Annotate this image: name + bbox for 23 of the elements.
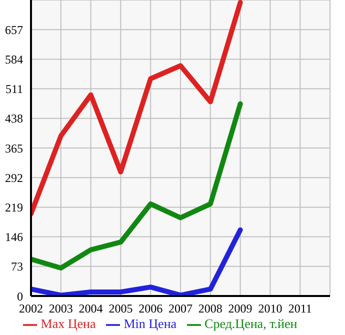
- legend-label: Сред.Цена, т.йен: [204, 316, 298, 331]
- y-tick-label: 365: [5, 141, 23, 156]
- x-tick-label: 2010: [258, 302, 282, 316]
- x-tick-label: 2006: [138, 302, 163, 316]
- x-tick-label: 2008: [198, 302, 222, 316]
- x-tick-label: 2005: [108, 302, 133, 316]
- x-tick-label: 2007: [168, 302, 192, 316]
- y-tick-label: 657: [5, 22, 23, 37]
- legend-label: Min Цена: [124, 316, 177, 331]
- y-tick-label: 511: [5, 82, 23, 96]
- y-tick-label: 584: [5, 52, 23, 66]
- x-tick-label: 2009: [228, 302, 252, 316]
- x-tick-label: 2003: [48, 302, 73, 316]
- y-tick-label: 292: [5, 170, 23, 185]
- x-tick-label: 2011: [288, 302, 312, 316]
- y-tick-label: 219: [5, 200, 23, 214]
- legend-label: Max Цена: [40, 316, 96, 331]
- y-tick-label: 146: [5, 230, 23, 244]
- y-tick-label: 0: [17, 289, 23, 304]
- y-tick-label: 73: [11, 260, 23, 274]
- y-tick-label: 438: [5, 112, 23, 126]
- x-tick-label: 2004: [78, 302, 103, 316]
- x-tick-label: 2002: [19, 302, 43, 316]
